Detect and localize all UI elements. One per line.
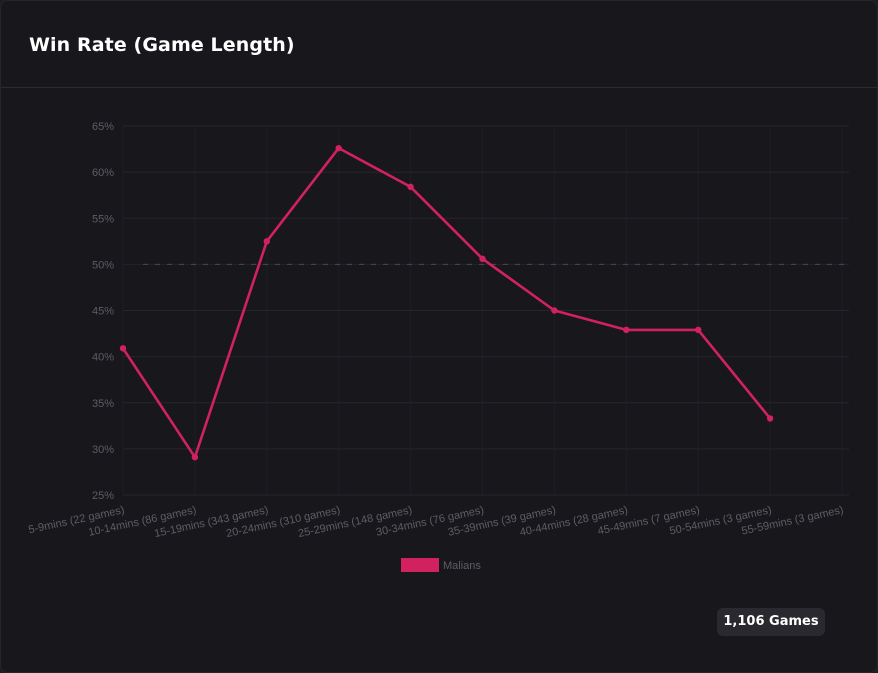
data-point (623, 326, 630, 334)
data-point (191, 453, 199, 461)
y-tick-label: 40% (92, 352, 114, 364)
series-line-malians (121, 146, 772, 459)
y-tick-label: 45% (92, 306, 114, 318)
y-tick-label: 50% (92, 259, 114, 271)
y-tick-label: 25% (92, 490, 114, 502)
y-axis-ticks: 65% 60% 55% 50% 45% 40% 35% 30% 25% (92, 121, 114, 502)
chart-title: Win Rate (Game Length) (29, 34, 295, 56)
data-point (119, 345, 127, 352)
grid-layer (122, 125, 849, 496)
y-tick-label: 30% (92, 444, 114, 456)
data-point (263, 238, 270, 245)
data-point (695, 326, 702, 334)
data-point (479, 255, 486, 263)
legend[interactable]: Malians (401, 558, 481, 572)
y-tick-label: 35% (92, 398, 114, 410)
series-layer (119, 144, 774, 461)
games-count-badge: 1,106 Games (717, 608, 825, 636)
y-tick-label: 60% (92, 167, 114, 179)
card-header: Win Rate (Game Length) (1, 1, 877, 88)
legend-swatch-malians (401, 558, 439, 572)
data-point (335, 144, 342, 152)
y-tick-label: 65% (92, 121, 114, 133)
y-tick-label: 55% (92, 213, 114, 225)
data-point (551, 307, 558, 314)
x-axis-ticks: 5-9mins (22 games)10-14mins (86 games)15… (27, 504, 844, 540)
data-point (766, 415, 774, 422)
data-point (407, 183, 414, 191)
legend-label-malians: Malians (443, 560, 481, 572)
